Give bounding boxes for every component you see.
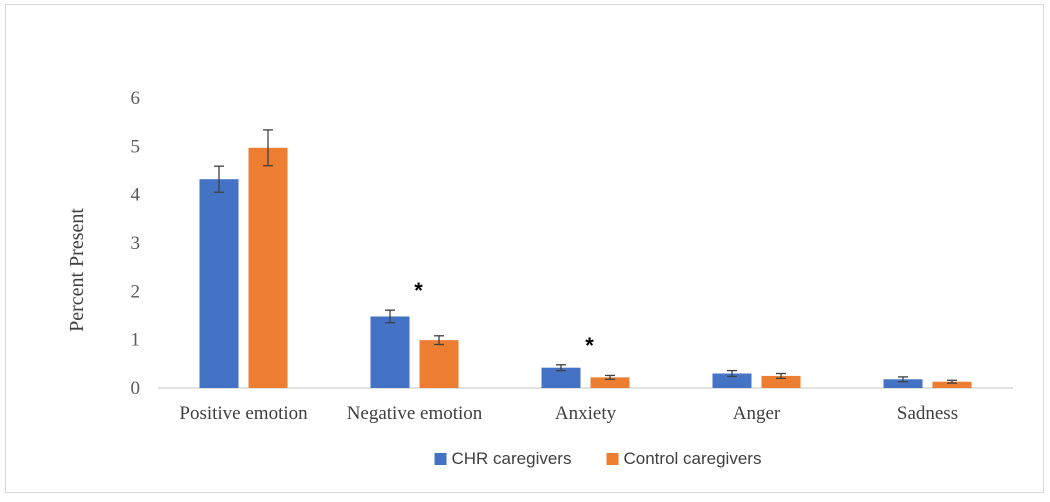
x-category-label: Positive emotion (179, 403, 308, 424)
x-category-label: Negative emotion (347, 403, 483, 424)
bar-control-anger (761, 375, 801, 388)
bar-chr-anger (712, 373, 752, 388)
bar-chr-sadness (883, 379, 923, 388)
legend-label: CHR caregivers (452, 449, 572, 468)
legend-swatch-control (606, 453, 619, 465)
y-tick-label: 0 (131, 378, 141, 399)
y-axis-label: Percent Present (66, 208, 88, 332)
y-tick-label: 6 (131, 88, 141, 109)
y-axis-label-group: Percent Present (66, 208, 88, 332)
y-tick-label: 1 (131, 330, 141, 351)
significance-marker: * (414, 278, 423, 303)
significance-marker: * (585, 333, 594, 358)
x-category-label: Anger (733, 403, 781, 424)
bar-chr-negative-emotion (370, 316, 410, 388)
y-tick-label: 3 (131, 233, 141, 254)
bar-control-negative-emotion (419, 340, 459, 388)
chart-frame (5, 4, 1044, 493)
bar-control-anxiety (590, 377, 630, 388)
x-category-label: Anxiety (555, 403, 617, 424)
bar-chr-positive-emotion (199, 179, 239, 388)
bar-chr-anxiety (541, 367, 581, 388)
legend-label: Control caregivers (624, 449, 762, 468)
bar-control-positive-emotion (248, 147, 288, 388)
x-category-label: Sadness (897, 403, 958, 424)
y-tick-label: 2 (131, 281, 141, 302)
y-tick-label: 4 (131, 185, 141, 206)
y-tick-label: 5 (131, 136, 141, 157)
legend-swatch-chr (434, 453, 447, 465)
bar-control-sadness (932, 381, 972, 388)
